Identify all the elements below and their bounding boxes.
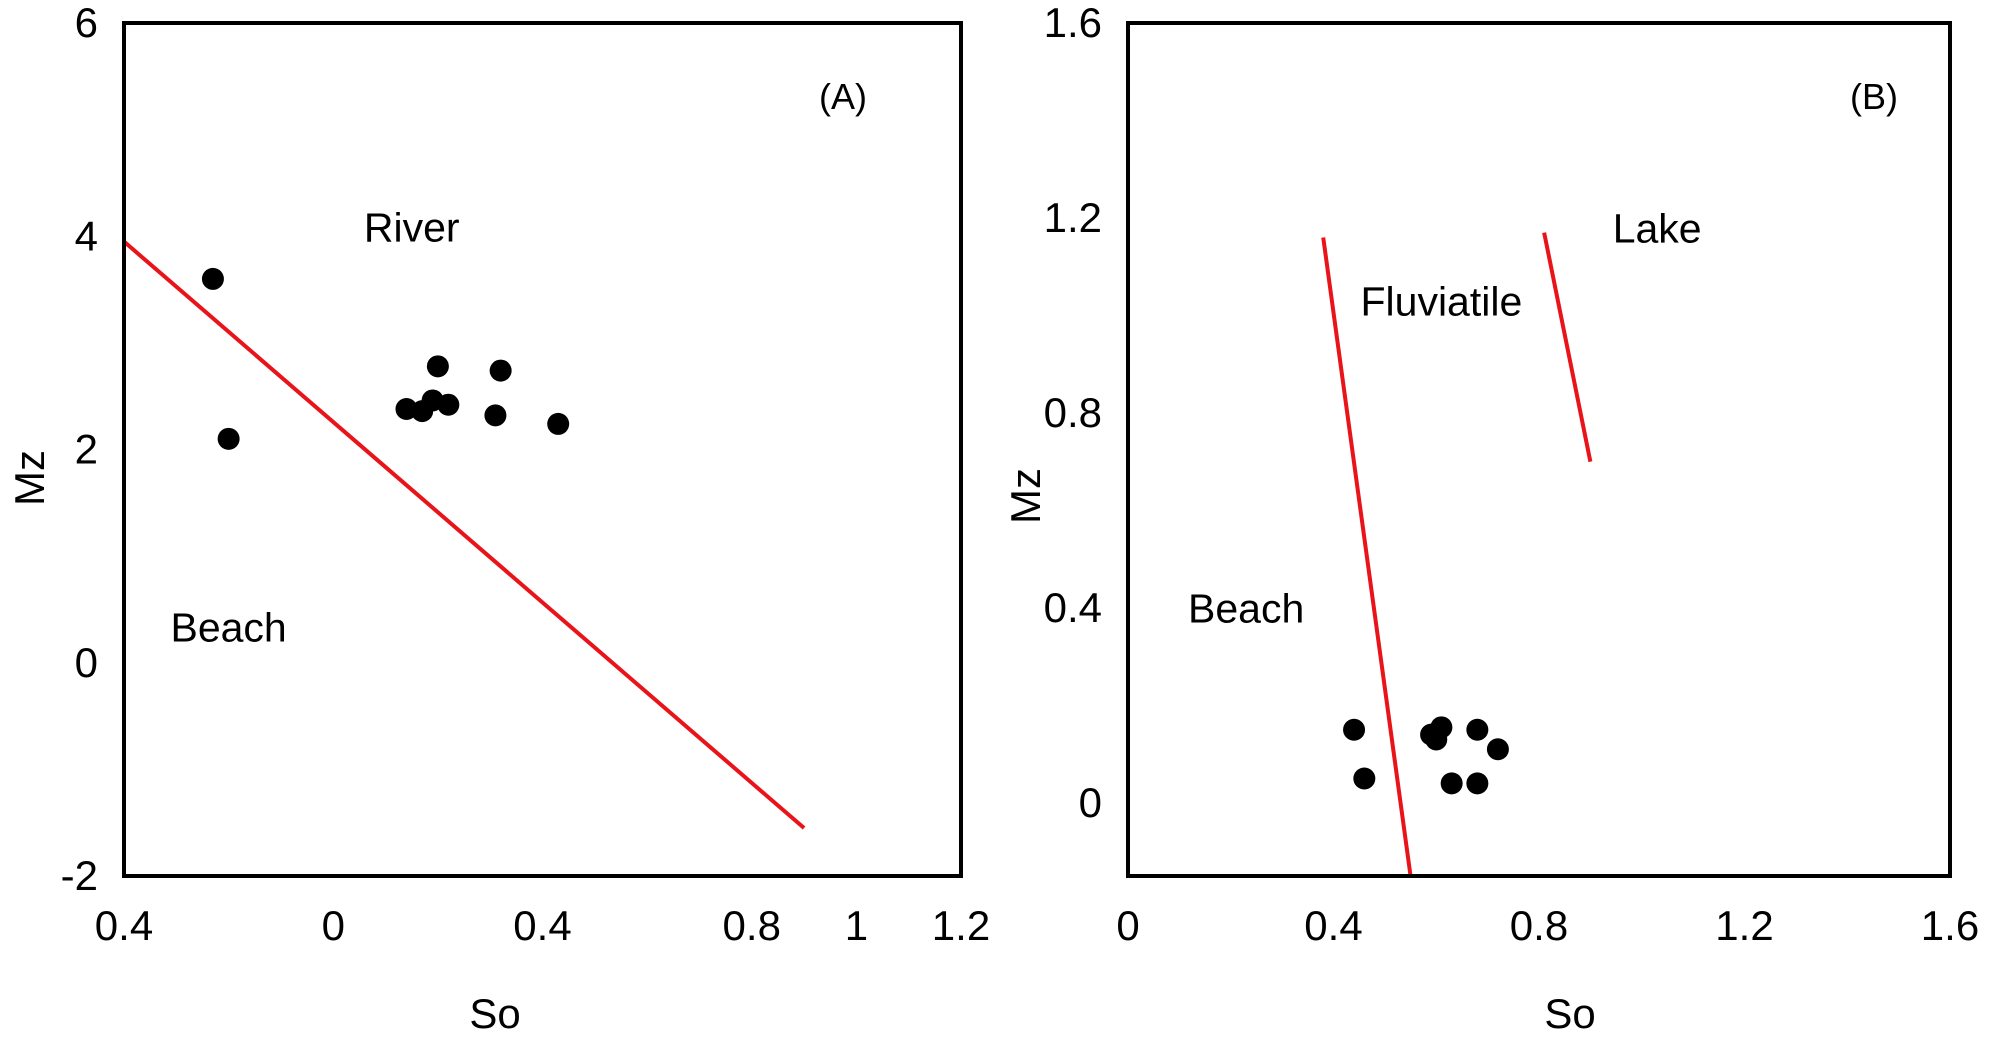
panel-b-data-point — [1466, 772, 1489, 795]
panel-a-x-tick-label: 1 — [845, 902, 868, 949]
panel-a-y-tick-label: 6 — [75, 0, 98, 46]
panel-a-data-point — [489, 359, 512, 382]
panel-b-fluviatile-lake-boundary — [1542, 232, 1593, 463]
panel-a-region-river-label: River — [364, 205, 460, 251]
panel-a-data-point — [484, 404, 507, 427]
panel-b-frame — [1126, 21, 1952, 878]
panel-b: 0 0.4 0.8 1.2 1.6 1.6 1.2 0.8 0.4 0 Beach Fluviatil… — [1002, 0, 1979, 1037]
panel-a-data-point — [437, 393, 460, 416]
panel-b-beach-fluviatile-boundary — [1321, 237, 1413, 877]
panel-b-x-tick-label: 1.6 — [1921, 902, 1979, 949]
panel-a-marks: 0.4 0 0.4 0.8 1 1.2 6 4 2 0 -2 River Beach — [61, 0, 991, 949]
panel-b-y-tick-label: 0.4 — [1044, 584, 1102, 631]
panel-b-y-tick-label: 0.8 — [1044, 389, 1102, 436]
panel-b-data-point — [1343, 718, 1366, 741]
panel-b-label: (B) — [1850, 76, 1898, 117]
panel-b-x-tick-label: 0 — [1116, 902, 1139, 949]
panel-a-river-beach-boundary — [122, 240, 806, 830]
panel-a-x-tick-label: 0.4 — [95, 902, 153, 949]
panel-a-label: (A) — [819, 76, 867, 117]
panel-b-x-tick-label: 0.4 — [1304, 902, 1362, 949]
panel-b-region-lake-label: Lake — [1613, 205, 1702, 251]
panel-a-y-axis-label: Mz — [6, 450, 53, 506]
panel-a-y-tick-label: -2 — [61, 852, 98, 899]
panel-a: 0.4 0 0.4 0.8 1 1.2 6 4 2 0 -2 River Beach (A) So Mz — [6, 0, 990, 1037]
panel-b-marks: 0 0.4 0.8 1.2 1.6 1.6 1.2 0.8 0.4 0 Beach Fluviatil… — [1044, 0, 1980, 949]
panel-a-y-tick-label: 0 — [75, 639, 98, 686]
panel-a-x-axis-label: So — [469, 990, 520, 1037]
panel-b-data-point — [1466, 718, 1489, 741]
panel-a-region-beach-label: Beach — [170, 604, 286, 650]
panel-b-data-point — [1430, 716, 1453, 739]
panel-a-y-tick-label: 2 — [75, 426, 98, 473]
panel-b-region-fluviatile-label: Fluviatile — [1360, 278, 1522, 324]
panel-b-y-axis-label: Mz — [1002, 468, 1049, 524]
panel-b-region-beach-label: Beach — [1188, 586, 1304, 632]
panel-a-data-point — [547, 412, 570, 435]
panel-b-data-point — [1353, 767, 1376, 790]
panel-b-y-tick-label: 1.6 — [1044, 0, 1102, 46]
panel-b-y-tick-label: 0 — [1079, 779, 1102, 826]
panel-b-x-tick-label: 0.8 — [1510, 902, 1568, 949]
panel-b-data-point — [1440, 772, 1463, 795]
panel-b-x-tick-label: 1.2 — [1715, 902, 1773, 949]
panel-a-y-tick-label: 4 — [75, 212, 98, 259]
panel-a-frame — [122, 21, 963, 878]
panel-a-data-point — [426, 355, 449, 378]
panel-b-x-axis-label: So — [1544, 990, 1595, 1037]
panel-a-x-tick-label: 1.2 — [932, 902, 990, 949]
panel-a-x-tick-label: 0.4 — [513, 902, 571, 949]
panel-a-x-tick-label: 0 — [322, 902, 345, 949]
panel-a-data-point — [217, 427, 240, 450]
panel-a-x-tick-label: 0.8 — [723, 902, 781, 949]
panel-a-data-point — [201, 267, 224, 290]
panel-b-y-tick-label: 1.2 — [1044, 194, 1102, 241]
panel-b-data-point — [1486, 738, 1509, 761]
